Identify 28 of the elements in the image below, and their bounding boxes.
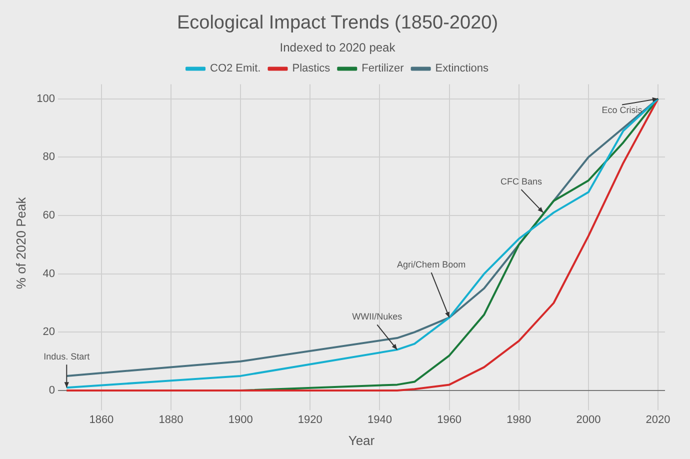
annotation: Agri/Chem Boom	[397, 260, 466, 270]
x-tick-label: 1920	[298, 414, 322, 426]
x-tick-label: 2000	[576, 414, 601, 426]
legend-label: Fertilizer	[362, 62, 404, 75]
x-tick-label: 1880	[158, 414, 184, 426]
legend-label: Extinctions	[435, 62, 489, 75]
chart-title: Ecological Impact Trends (1850-2020)	[176, 12, 498, 34]
y-axis-title: % of 2020 Peak	[13, 196, 28, 290]
y-tick-label: 60	[42, 210, 55, 222]
x-axis-title: Year	[348, 432, 376, 448]
x-tick-label: 1960	[437, 414, 462, 426]
annotation: Indus. Start	[44, 352, 90, 362]
x-tick-label: 1980	[506, 414, 532, 426]
y-tick-label: 100	[36, 92, 55, 105]
annotation: Eco Crisis	[602, 104, 643, 115]
y-tick-label: 0	[48, 384, 55, 397]
legend-label: Plastics	[292, 62, 331, 75]
y-tick-label: 20	[42, 326, 55, 338]
annotation: WWII/Nukes	[352, 312, 403, 322]
x-tick-label: 1900	[228, 414, 253, 426]
y-tick-label: 40	[42, 268, 55, 280]
annotation: CFC Bans	[500, 176, 542, 187]
x-tick-label: 1940	[368, 414, 392, 426]
y-tick-label: 80	[42, 151, 55, 164]
x-tick-label: 2020	[646, 414, 670, 426]
x-tick-label: 1860	[89, 414, 114, 426]
chart-subtitle: Indexed to 2020 peak	[280, 40, 396, 54]
legend-label: CO2 Emit.	[210, 62, 261, 75]
